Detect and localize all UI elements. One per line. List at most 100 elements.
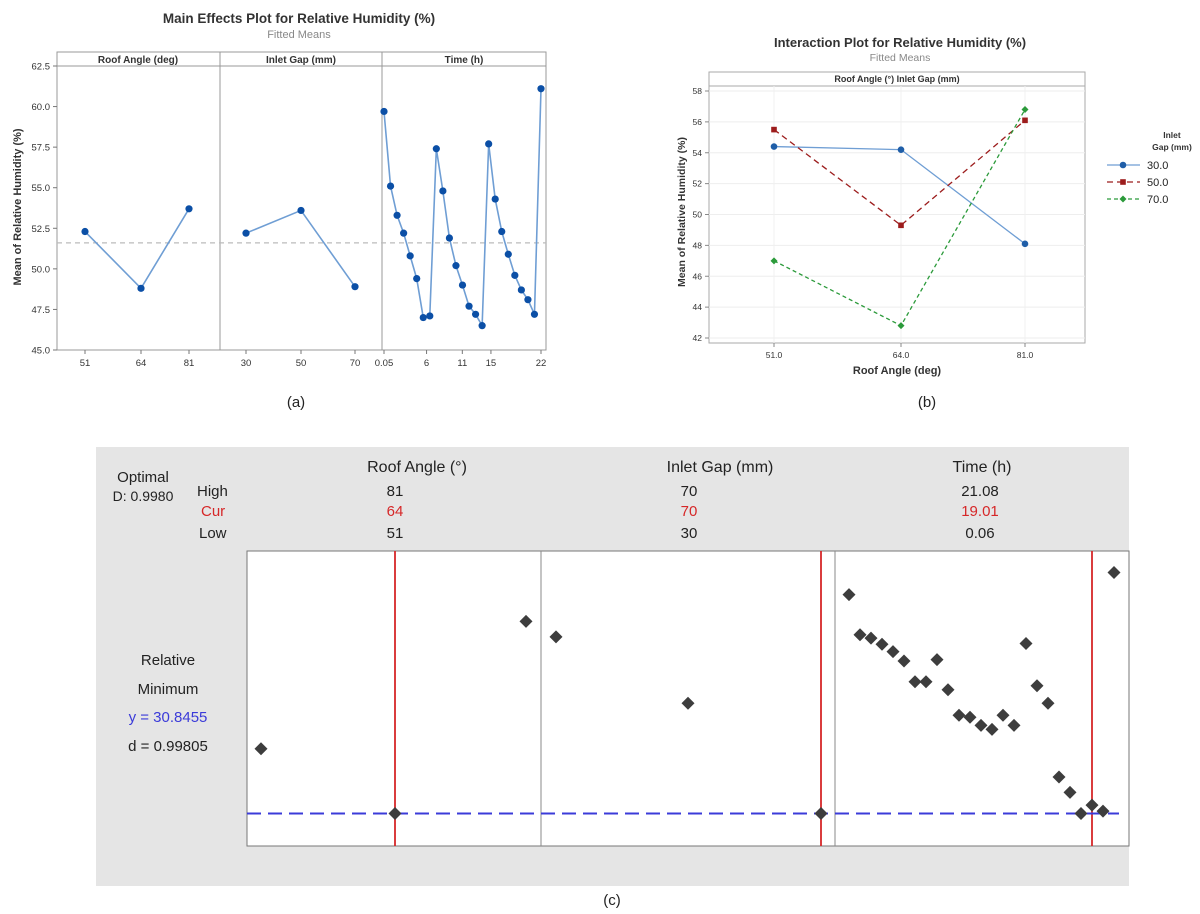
chart-a-point xyxy=(491,195,499,203)
chart-a-point xyxy=(452,262,460,270)
chart-b-legend-marker xyxy=(1119,161,1127,169)
chart-a-point xyxy=(426,312,434,320)
chart-c-point xyxy=(1041,696,1055,710)
chart-b-point-circle xyxy=(897,146,905,153)
chart-c-factor-high-inlet-gap: 70 xyxy=(681,483,698,500)
chart-a-x-tick-label: 22 xyxy=(536,358,547,369)
chart-a-x-tick-label: 70 xyxy=(350,358,361,369)
chart-a-point xyxy=(351,283,359,291)
chart-a-point xyxy=(297,206,305,215)
chart-a-x-tick-label: 50 xyxy=(296,358,307,369)
chart-a-y-ticks: 45.0 47.5 50.0 52.5 55.0 57.5 60.0 62.5 xyxy=(32,62,57,357)
chart-c-factor-name-inlet-gap: Inlet Gap (mm) xyxy=(667,459,774,476)
chart-a-frame xyxy=(56,51,547,351)
chart-c-point xyxy=(1096,804,1110,818)
chart-b-x-tick-label: 64.0 xyxy=(893,350,910,360)
chart-a-y-tick-label: 45.0 xyxy=(32,346,51,357)
chart-a-point xyxy=(386,182,395,190)
chart-b-y-tick-label: 54 xyxy=(693,148,703,158)
chart-a-strip-label-inlet-gap: Inlet Gap (mm) xyxy=(266,55,336,66)
chart-a-point xyxy=(380,107,388,116)
chart-c-point xyxy=(1074,806,1088,820)
chart-c-point xyxy=(1019,637,1033,651)
chart-a-y-tick-label: 57.5 xyxy=(32,143,51,154)
chart-a-x-ticks: 51 64 81 30 50 70 0.05 6 11 15 22 xyxy=(80,350,547,369)
chart-c-factor-low-time: 0.06 xyxy=(965,525,994,542)
chart-a-point xyxy=(517,286,525,294)
chart-b-strip-label: Roof Angle (°) Inlet Gap (mm) xyxy=(834,74,959,84)
chart-b-point-square xyxy=(771,126,777,133)
chart-c-factor-low-inlet-gap: 30 xyxy=(681,525,698,542)
chart-a-point xyxy=(406,252,414,260)
chart-c-response-name-2: Minimum xyxy=(138,681,199,698)
chart-a-point xyxy=(137,284,145,292)
chart-c-point xyxy=(1063,785,1077,799)
chart-c-row-high: High xyxy=(197,483,228,500)
chart-b-point-square xyxy=(898,222,904,229)
chart-a-point xyxy=(419,313,427,322)
chart-c-point xyxy=(1052,770,1066,784)
chart-b-y-tick-label: 44 xyxy=(693,302,703,312)
chart-a-point xyxy=(511,271,519,279)
chart-a-strip-label-time: Time (h) xyxy=(445,55,484,66)
chart-a-point xyxy=(471,310,480,318)
chart-a-point xyxy=(432,145,440,153)
chart-c-point xyxy=(985,722,999,736)
chart-a-x-tick-label: 0.05 xyxy=(375,358,394,369)
chart-a-subtitle: Fitted Means xyxy=(267,29,331,41)
chart-a-point xyxy=(445,234,454,242)
chart-b-strip xyxy=(708,71,1086,87)
chart-c-point xyxy=(886,645,900,659)
chart-c-point xyxy=(1007,718,1021,732)
chart-a-y-tick-label: 47.5 xyxy=(32,305,51,316)
chart-c-response-y: y = 30.8455 xyxy=(129,709,208,726)
chart-b-legend-label: 50.0 xyxy=(1147,177,1168,189)
chart-b-point-square xyxy=(1022,117,1028,124)
chart-c-point xyxy=(897,654,911,668)
chart-b-y-tick-label: 52 xyxy=(693,179,703,189)
chart-a-point xyxy=(498,227,506,236)
caption-a: (a) xyxy=(287,394,305,411)
chart-a-x-tick-label: 15 xyxy=(486,358,497,369)
chart-b-point-diamond xyxy=(897,322,905,330)
chart-c-point xyxy=(864,631,878,645)
chart-a-x-tick-label: 6 xyxy=(424,358,429,369)
chart-b-gridlines xyxy=(709,86,1085,343)
chart-c-point xyxy=(842,588,856,602)
optimization-plot: Optimal D: 0.9980 High Cur Low Roof Angl… xyxy=(96,447,1130,909)
chart-c-point xyxy=(519,614,533,628)
chart-a-point xyxy=(185,205,193,213)
chart-a-points xyxy=(81,85,545,330)
chart-a-x-tick-label: 30 xyxy=(241,358,252,369)
chart-a-y-tick-label: 52.5 xyxy=(32,224,51,235)
chart-b-y-axis-label: Mean of Relative Humidity (%) xyxy=(676,137,688,287)
chart-c-response-name-1: Relative xyxy=(141,652,195,669)
chart-a-point xyxy=(393,211,401,219)
chart-a-strip-label-roof-angle: Roof Angle (deg) xyxy=(98,55,178,66)
chart-a-point xyxy=(504,250,512,258)
chart-a-y-axis-label: Mean of Relative Humidity (%) xyxy=(12,128,24,285)
chart-b-legend-marker xyxy=(1120,179,1126,185)
chart-c-point xyxy=(814,806,828,820)
chart-c-factor-cur-inlet-gap: 70 xyxy=(681,503,698,520)
chart-c-point xyxy=(875,637,889,651)
chart-b-y-tick-label: 48 xyxy=(693,240,703,250)
chart-c-factor-cur-roof-angle: 64 xyxy=(387,503,404,520)
chart-a-point xyxy=(458,281,467,289)
chart-c-points xyxy=(254,565,1121,820)
chart-a-x-tick-label: 64 xyxy=(136,358,147,369)
chart-a-title: Main Effects Plot for Relative Humidity … xyxy=(163,11,435,26)
chart-c-point xyxy=(908,675,922,689)
caption-c: (c) xyxy=(603,892,621,909)
chart-a-x-tick-label: 51 xyxy=(80,358,91,369)
chart-b-x-axis-label: Roof Angle (deg) xyxy=(853,365,942,377)
chart-c-point xyxy=(941,683,955,697)
main-effects-plot: Main Effects Plot for Relative Humidity … xyxy=(12,11,547,411)
chart-b-point-diamond xyxy=(1021,106,1029,114)
chart-c-point xyxy=(254,742,268,756)
chart-c-row-cur: Cur xyxy=(201,503,225,520)
chart-c-point xyxy=(853,628,867,642)
chart-b-frame xyxy=(708,71,1086,344)
chart-a-point xyxy=(524,296,532,304)
